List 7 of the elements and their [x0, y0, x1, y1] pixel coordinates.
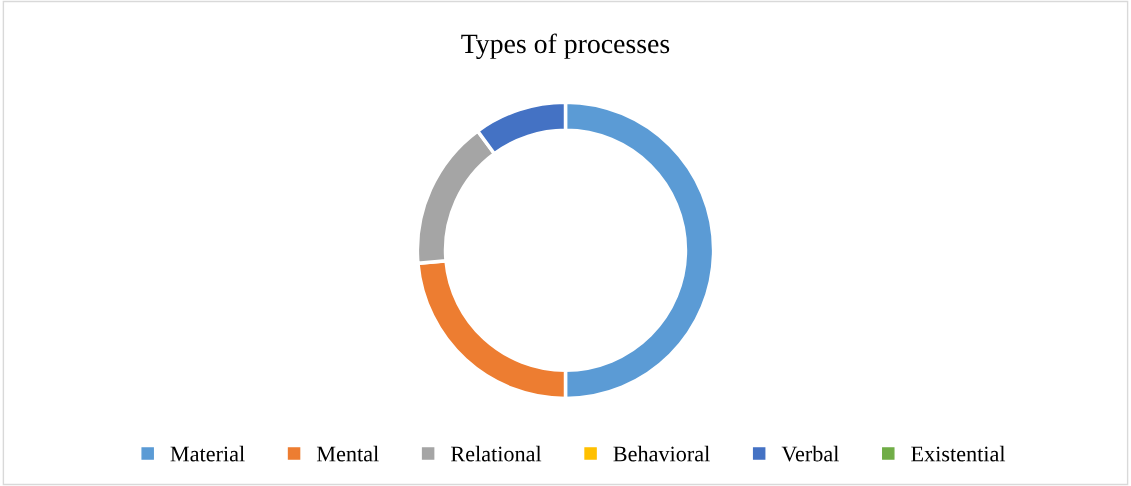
legend-label: Behavioral [613, 445, 710, 462]
legend-label: Verbal [781, 445, 839, 462]
legend-label: Existential [911, 445, 1006, 462]
legend-label: Mental [316, 445, 379, 462]
chart-title: Types of processes [461, 33, 670, 59]
legend-label: Material [170, 445, 245, 462]
legend-label: Relational [450, 445, 542, 462]
